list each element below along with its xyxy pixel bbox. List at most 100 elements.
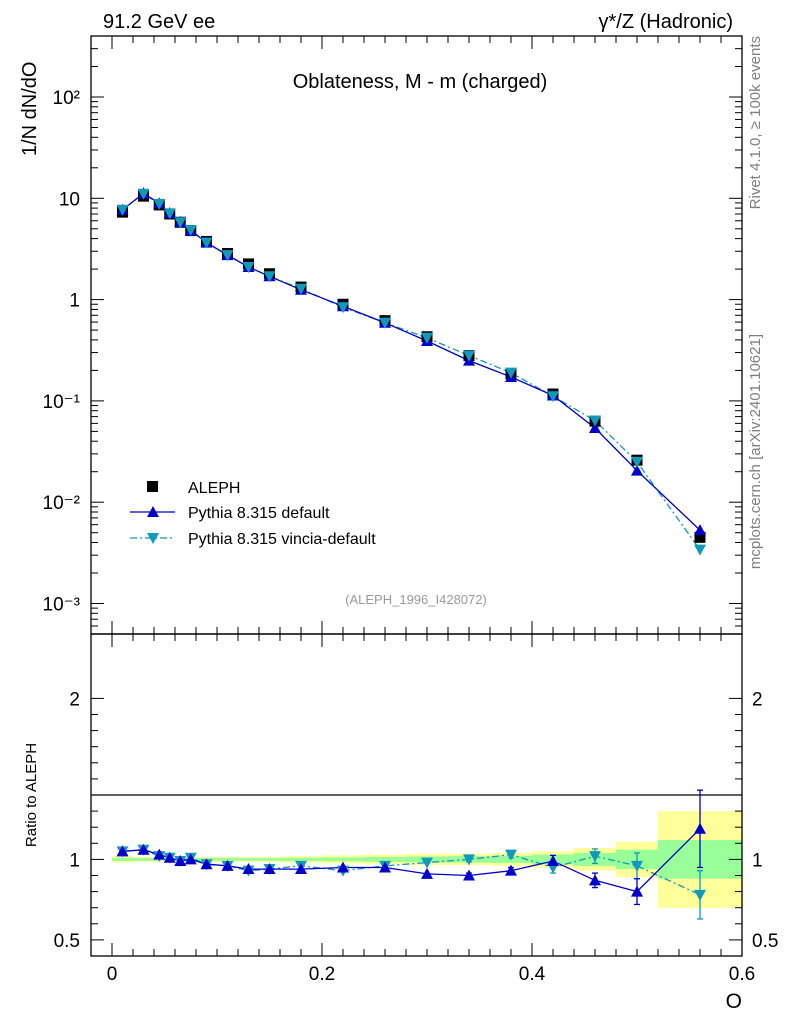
ratio-y-tick-label-right: 0.5 — [752, 931, 778, 952]
ratio-default-point — [116, 845, 129, 857]
main-y-tick-label: 10⁻¹ — [43, 392, 81, 413]
x-tick-labels: 0 0.2 0.4 0.6 — [107, 964, 756, 985]
vincia-point — [421, 332, 433, 344]
ratio-default-point — [505, 864, 517, 876]
ratio-default-point — [295, 863, 307, 875]
header-right: γ*/Z (Hadronic) — [599, 11, 733, 33]
x-tick-label: 0.2 — [309, 964, 335, 985]
ratio-markers — [116, 789, 706, 920]
ratio-default-point — [137, 843, 150, 855]
vincia-point — [463, 350, 475, 362]
vincia-point — [337, 302, 349, 314]
ratio-y-tick-labels: 0.5 0.5 1 1 2 2 — [54, 689, 779, 952]
vincia-point — [200, 237, 213, 249]
ratio-y-tick-label-right: 2 — [752, 689, 763, 710]
band-inner — [238, 858, 259, 861]
ratio-default-point — [163, 851, 176, 863]
ratio-vincia-point — [463, 854, 475, 866]
band-inner — [280, 857, 322, 862]
ratio-default-point — [242, 863, 255, 875]
ratio-vincia-point — [505, 849, 517, 861]
ratio-ticks — [91, 634, 743, 956]
vincia-point — [295, 283, 307, 295]
x-tick-label: 0.6 — [729, 964, 755, 985]
ratio-default-point — [694, 822, 706, 834]
vincia-point — [116, 204, 129, 216]
ratio-panel: Ratio to ALEPH 0.5 0.5 1 1 2 2 0 0.2 0.4 0.6 O — [23, 633, 779, 1013]
band-inner — [322, 857, 364, 862]
header-left: 91.2 GeV ee — [103, 11, 215, 33]
main-y-tick-label: 10 — [59, 189, 80, 210]
legend-label-default: Pythia 8.315 default — [188, 505, 330, 522]
ratio-default-point — [153, 848, 166, 860]
ratio-default-point — [379, 861, 391, 873]
vincia-point — [221, 250, 234, 262]
ratio-default-point — [337, 861, 349, 873]
band-inner — [133, 858, 154, 861]
legend-label-vincia: Pythia 8.315 vincia-default — [188, 531, 376, 548]
band-inner — [112, 857, 133, 862]
main-ticks — [91, 35, 743, 635]
ratio-default-point — [174, 855, 187, 867]
legend-marker-vincia — [147, 533, 159, 544]
legend: ALEPH Pythia 8.315 default Pythia 8.315 … — [130, 480, 376, 548]
vincia-point — [153, 198, 166, 210]
legend-marker-aleph — [147, 481, 158, 492]
analysis-watermark: (ALEPH_1996_I428072) — [345, 592, 487, 607]
chart-title: Oblateness, M - m (charged) — [293, 71, 548, 93]
ratio-frame — [90, 633, 743, 957]
ratio-vincia-point — [631, 860, 643, 872]
main-y-tick-label: 10⁻³ — [43, 595, 81, 616]
ratio-default-point — [200, 858, 213, 870]
vincia-point — [163, 208, 176, 220]
default-point — [631, 464, 643, 476]
band-inner — [217, 858, 238, 861]
ratio-y-axis-label: Ratio to ALEPH — [23, 743, 40, 847]
ratio-default-point — [463, 869, 475, 881]
main-y-tick-label: 10⁻² — [43, 493, 81, 514]
main-y-tick-label: 1 — [69, 291, 80, 312]
band-inner — [259, 858, 280, 861]
default-point — [589, 422, 601, 434]
ratio-default-point — [184, 853, 197, 865]
vincia-point — [174, 217, 187, 229]
vincia-point — [184, 225, 197, 237]
main-panel: Oblateness, M - m (charged) 1/N dN/dO (A… — [19, 35, 743, 635]
ratio-default-point — [589, 874, 601, 886]
ratio-y-tick-label-left: 0.5 — [54, 931, 80, 952]
vincia-point — [242, 261, 255, 273]
ratio-y-tick-label-left: 1 — [69, 850, 80, 871]
vincia-point — [505, 367, 517, 379]
vincia-point — [547, 391, 559, 403]
ratio-y-tick-label-right: 1 — [752, 850, 763, 871]
main-markers — [116, 187, 706, 556]
main-y-tick-label: 10² — [53, 88, 80, 109]
x-tick-label: 0.4 — [519, 964, 546, 985]
rivet-label: Rivet 4.1.0, ≥ 100k events — [747, 36, 764, 209]
vincia-point — [379, 317, 391, 329]
ratio-vincia-point — [421, 857, 433, 869]
vincia-point — [694, 544, 706, 556]
ratio-default-point — [631, 885, 643, 897]
y-axis-label: 1/N dN/dO — [19, 62, 41, 156]
ratio-default-point — [547, 855, 559, 867]
main-y-tick-labels: 10⁻³ 10⁻² 10⁻¹ 1 10 10² — [43, 88, 81, 616]
vincia-point — [263, 271, 276, 283]
ratio-default-point — [221, 859, 234, 871]
ratio-y-tick-label-left: 2 — [69, 689, 80, 710]
x-tick-label: 0 — [107, 964, 118, 985]
vincia-point — [589, 415, 601, 427]
vincia-point — [631, 456, 643, 468]
default-point — [694, 524, 706, 536]
vincia-point — [137, 188, 150, 200]
legend-marker-default — [147, 506, 159, 517]
ratio-vincia-point — [694, 889, 706, 901]
band-inner — [364, 856, 406, 862]
aleph-point — [694, 531, 706, 543]
mcplots-label: mcplots.cern.ch [arXiv:2401.10621] — [747, 334, 764, 569]
legend-label-aleph: ALEPH — [188, 480, 240, 497]
ratio-default-point — [263, 863, 276, 875]
x-axis-label: O — [726, 990, 742, 1013]
ratio-vincia-point — [589, 851, 601, 863]
